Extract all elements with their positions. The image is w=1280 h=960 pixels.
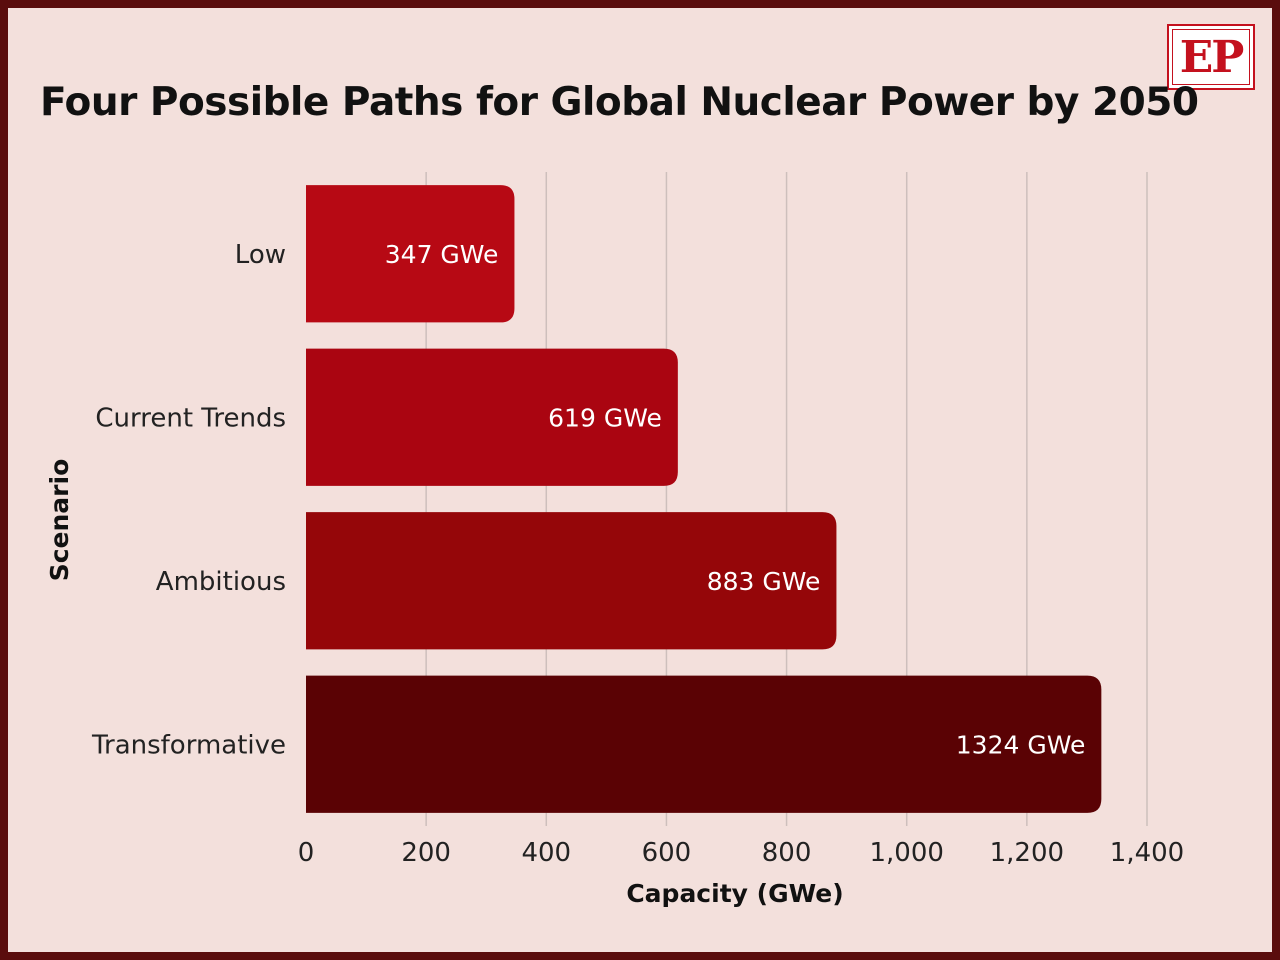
- y-axis-title: Scenario: [45, 459, 74, 582]
- x-tick-label: 1,400: [1110, 838, 1184, 868]
- category-label: Transformative: [91, 730, 286, 760]
- x-tick-label: 1,000: [869, 838, 943, 868]
- x-axis-title: Capacity (GWe): [626, 879, 843, 908]
- x-tick-label: 1,200: [990, 838, 1064, 868]
- bar-value-label: 347 GWe: [385, 240, 499, 269]
- bar-low: [306, 185, 515, 323]
- x-tick-label: 400: [521, 838, 571, 868]
- x-tick-label: 800: [762, 838, 812, 868]
- category-label: Ambitious: [156, 567, 286, 597]
- ep-logo: EP: [1167, 24, 1255, 90]
- x-tick-label: 600: [642, 838, 692, 868]
- bar-value-label: 883 GWe: [707, 567, 821, 596]
- bar-current-trends: [306, 348, 678, 486]
- category-label: Current Trends: [95, 403, 286, 433]
- bar-value-label: 1324 GWe: [956, 730, 1086, 759]
- chart-title: Four Possible Paths for Global Nuclear P…: [40, 80, 1199, 125]
- bars: [306, 185, 1102, 813]
- bar-ambitious: [306, 512, 837, 650]
- bar-value-labels: 347 GWe 619 GWe 883 GWe 1324 GWe: [385, 240, 1086, 760]
- category-labels: Low Current Trends Ambitious Transformative: [91, 240, 286, 761]
- x-tick-label: 0: [298, 838, 315, 868]
- bar-value-label: 619 GWe: [548, 403, 662, 432]
- x-tick-label: 200: [401, 838, 451, 868]
- bar-transformative: [306, 675, 1102, 813]
- category-label: Low: [235, 240, 286, 270]
- x-tick-labels: 0 200 400 600 800 1,000 1,200 1,400: [298, 838, 1184, 868]
- logo-text: EP: [1172, 29, 1250, 85]
